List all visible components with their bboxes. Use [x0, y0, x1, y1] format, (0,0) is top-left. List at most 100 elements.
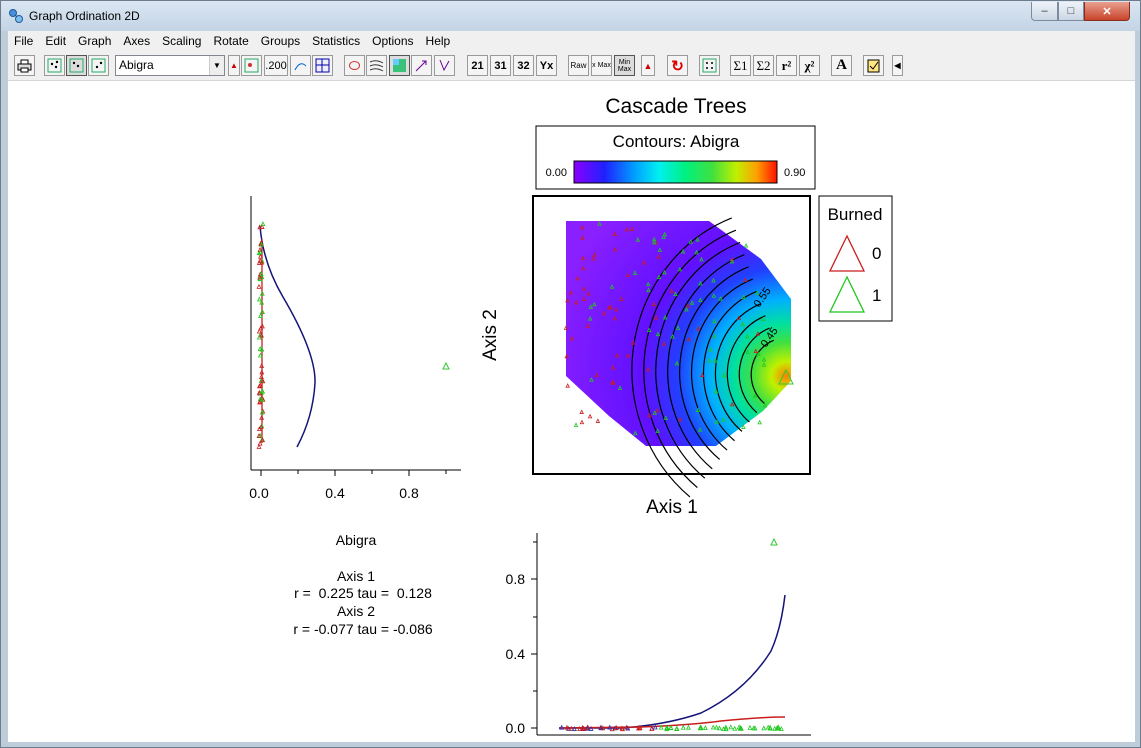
color-fill-icon — [393, 59, 406, 72]
species-stepper[interactable]: ▲ — [228, 55, 240, 76]
axis2-label: Axis 2 — [480, 309, 501, 361]
bottom-points — [559, 724, 784, 732]
menu-edit[interactable]: Edit — [45, 34, 67, 48]
marginal-point — [607, 724, 613, 730]
marginal-point — [257, 346, 263, 351]
minmax-button[interactable]: Min Max — [614, 55, 635, 76]
marginal-point — [256, 328, 262, 334]
stats-axis2-values: r = -0.077 tau = -0.086 — [293, 621, 433, 637]
maximize-button[interactable]: □ — [1058, 2, 1084, 21]
bottom-tick-label: 0.0 — [506, 720, 526, 736]
marginal-point — [566, 725, 572, 731]
sample-point — [614, 352, 620, 358]
print-button[interactable] — [14, 55, 35, 76]
sample-point — [624, 226, 630, 232]
sample-point — [669, 288, 674, 293]
sample-point — [597, 221, 602, 226]
notes-button[interactable] — [863, 55, 884, 76]
menu-scaling[interactable]: Scaling — [162, 34, 202, 48]
bottom-marginal-plot: 0.8 0.4 0.0 — [506, 533, 811, 736]
marginal-point — [260, 309, 265, 315]
raw-button[interactable]: Raw — [568, 55, 589, 76]
sum2-button[interactable]: Σ2 — [753, 55, 774, 76]
axes-21-button[interactable]: 21 — [467, 55, 488, 76]
marginal-point — [767, 724, 773, 730]
expand-button[interactable]: ◀ — [892, 55, 903, 76]
sample-point — [743, 277, 748, 282]
vectors-button[interactable] — [411, 55, 432, 76]
sample-point — [651, 236, 657, 242]
sample-point — [663, 415, 669, 420]
left-tick-label: 0.8 — [399, 485, 419, 501]
menu-file[interactable]: File — [14, 34, 34, 48]
second-matrix-button[interactable] — [88, 55, 109, 76]
marginal-point — [747, 724, 753, 730]
marginal-point — [585, 724, 590, 730]
menu-rotate[interactable]: Rotate — [213, 34, 249, 48]
sample-point — [575, 275, 580, 281]
menu-axes[interactable]: Axes — [123, 34, 151, 48]
marginal-point — [721, 726, 726, 732]
second-matrix-icon — [91, 58, 106, 73]
ordination-graph: Cascade Trees Contours: Abigra 0.00 0.90… — [249, 95, 893, 736]
menu-statistics[interactable]: Statistics — [312, 34, 361, 48]
title-bar[interactable]: Graph Ordination 2D – □ ✕ — [1, 1, 1140, 31]
grid-button[interactable] — [312, 55, 333, 76]
menu-options[interactable]: Options — [372, 34, 414, 48]
sample-point — [754, 290, 760, 295]
stats-axis2-heading: Axis 2 — [337, 603, 375, 619]
sample-point — [591, 255, 596, 261]
menu-groups[interactable]: Groups — [260, 34, 301, 48]
axes-32-button[interactable]: 32 — [513, 55, 534, 76]
species-select-value: Abigra — [119, 58, 154, 72]
scale-stepper[interactable]: ▲ — [641, 55, 655, 76]
printer-icon — [17, 59, 32, 72]
marginal-point — [775, 724, 781, 730]
contour-fill-button[interactable] — [389, 55, 410, 76]
smooth-curve-button[interactable] — [290, 55, 311, 76]
contour-lines-button[interactable] — [366, 55, 387, 76]
convex-hull-button[interactable] — [344, 55, 365, 76]
bottom-tick-label: 0.8 — [506, 571, 526, 587]
sample-point — [699, 256, 704, 262]
menu-help[interactable]: Help — [425, 34, 451, 48]
species-select[interactable]: Abigra ▼ — [115, 55, 225, 76]
axes-31-button[interactable]: 31 — [490, 55, 511, 76]
xmax-button[interactable]: x Max — [591, 55, 612, 76]
joint-plot-button[interactable] — [434, 55, 455, 76]
sample-point — [580, 255, 586, 261]
marginal-point — [259, 369, 265, 375]
close-button[interactable]: ✕ — [1084, 2, 1130, 21]
scatter-button[interactable] — [44, 55, 65, 76]
menu-graph[interactable]: Graph — [78, 34, 112, 48]
marginal-point — [717, 725, 722, 731]
smoothing-value-button[interactable]: .200 — [264, 55, 288, 76]
sample-point — [740, 321, 746, 327]
points-button[interactable] — [699, 55, 720, 76]
sample-point — [563, 325, 569, 330]
chi-squared-button[interactable]: χ² — [799, 55, 820, 76]
sample-point — [612, 315, 618, 321]
overlay-button[interactable] — [241, 55, 262, 76]
sample-point — [656, 274, 662, 280]
marginal-point — [664, 724, 670, 730]
sample-point — [568, 290, 574, 295]
sample-point — [761, 357, 767, 362]
minimize-button[interactable]: – — [1031, 2, 1058, 21]
marginal-point — [761, 725, 767, 731]
r-squared-button[interactable]: r² — [776, 55, 797, 76]
axis1-label: Axis 1 — [646, 497, 698, 518]
axes-yx-button[interactable]: Yx — [536, 55, 557, 76]
marginal-point — [260, 378, 266, 384]
raw-label: Raw — [570, 61, 587, 70]
marginal-point — [637, 724, 643, 730]
refresh-button[interactable]: ↻ — [667, 55, 688, 76]
sum1-button[interactable]: Σ1 — [730, 55, 751, 76]
sample-point — [695, 407, 701, 412]
font-button[interactable]: A — [831, 55, 852, 76]
notepad-icon — [867, 59, 880, 73]
sample-point — [686, 336, 692, 342]
marginal-point — [658, 724, 664, 730]
main-matrix-button[interactable] — [66, 55, 87, 76]
chevron-down-icon[interactable]: ▼ — [209, 56, 224, 75]
